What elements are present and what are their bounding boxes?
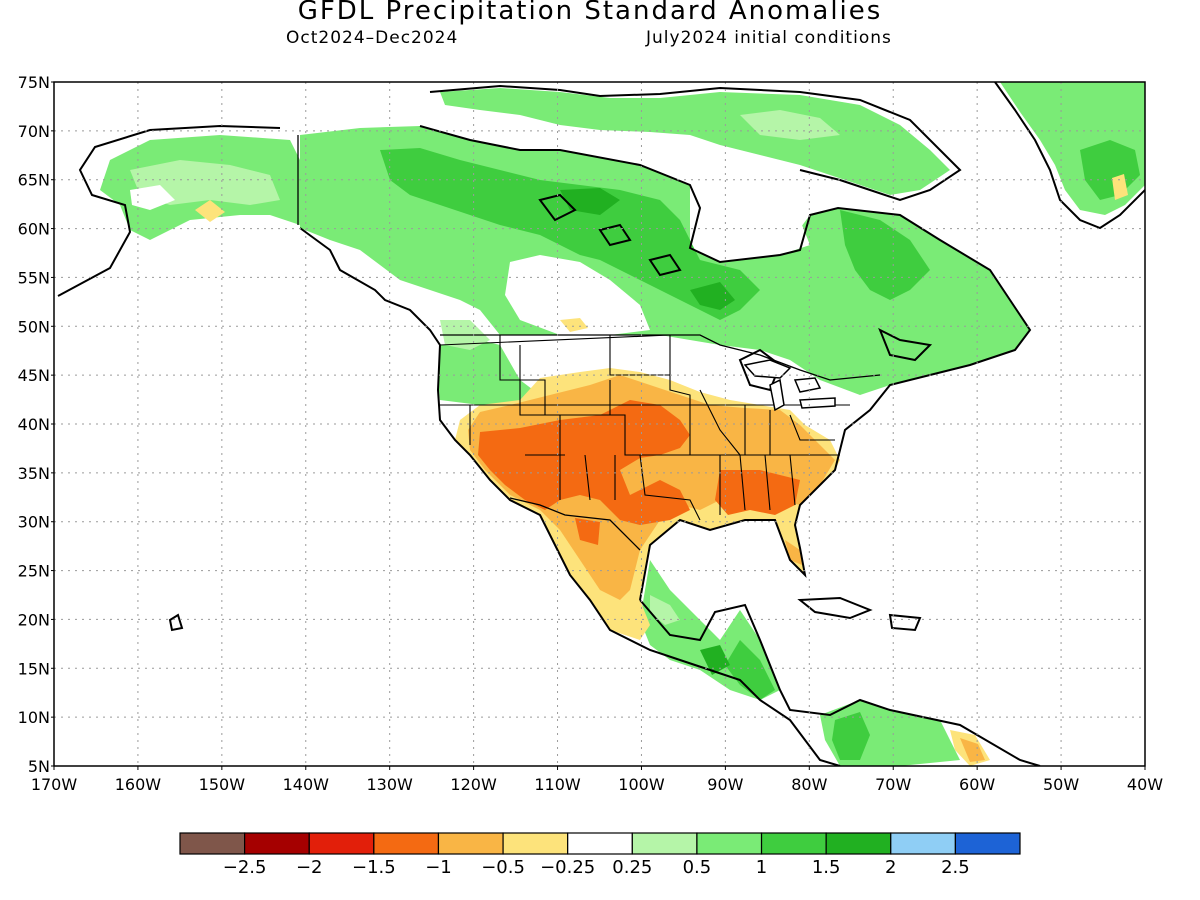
colorbar-swatch bbox=[890, 832, 956, 855]
lat-label: 25N bbox=[18, 562, 50, 581]
lon-label: 140W bbox=[283, 775, 330, 794]
neutral-pockets bbox=[130, 185, 850, 425]
lon-label: 160W bbox=[115, 775, 162, 794]
colorbar-swatch bbox=[308, 832, 375, 855]
lat-label: 20N bbox=[18, 610, 50, 629]
lon-label: 40W bbox=[1127, 775, 1163, 794]
lon-label: 50W bbox=[1043, 775, 1079, 794]
lat-label: 15N bbox=[18, 659, 50, 678]
colorbar-swatch bbox=[567, 832, 633, 855]
colorbar-swatch bbox=[825, 832, 892, 855]
colorbar-label: −2 bbox=[296, 857, 323, 878]
lon-label: 170W bbox=[31, 775, 78, 794]
great-lakes bbox=[743, 359, 836, 412]
lat-label: 5N bbox=[28, 757, 50, 776]
lon-label: 110W bbox=[534, 775, 581, 794]
wet-region-strong bbox=[560, 188, 735, 675]
lon-label: 100W bbox=[618, 775, 665, 794]
lon-label: 120W bbox=[450, 775, 497, 794]
lat-label: 50N bbox=[18, 317, 50, 336]
colorbar-swatch bbox=[954, 832, 1021, 855]
map-title: GFDL Precipitation Standard Anomalies bbox=[297, 0, 883, 26]
colorbar-label: −0.25 bbox=[540, 857, 595, 878]
forecast-period: Oct2024–Dec2024 bbox=[286, 28, 459, 48]
colorbar-label: 0.5 bbox=[683, 857, 712, 878]
lat-label: 70N bbox=[18, 122, 50, 141]
latitude-labels: 75N 70N 65N 60N 55N 50N 45N 40N 35N 30N 25N 20N 15N 1… bbox=[18, 73, 54, 776]
lon-label: 60W bbox=[959, 775, 995, 794]
dry-region-strong bbox=[478, 400, 800, 545]
colorbar-label: 1.5 bbox=[812, 857, 841, 878]
national-borders bbox=[297, 135, 881, 551]
colorbar-label: 0.25 bbox=[612, 857, 652, 878]
colorbar-swatch bbox=[696, 832, 763, 855]
colorbar-label: −1 bbox=[425, 857, 452, 878]
lon-label: 80W bbox=[791, 775, 827, 794]
longitude-labels: 170W 160W 150W 140W 130W 120W 110W 100W 90W 80W 70… bbox=[31, 766, 1163, 794]
lat-label: 65N bbox=[18, 171, 50, 190]
colorbar-label: 1 bbox=[756, 857, 767, 878]
lat-label: 55N bbox=[18, 268, 50, 287]
lat-label: 75N bbox=[18, 73, 50, 92]
lat-label: 10N bbox=[18, 708, 50, 727]
graticule bbox=[54, 82, 1145, 766]
lat-label: 45N bbox=[18, 366, 50, 385]
lat-label: 40N bbox=[18, 415, 50, 434]
colorbar bbox=[179, 832, 1021, 855]
state-borders bbox=[439, 334, 850, 521]
colorbar-swatch bbox=[437, 832, 504, 855]
lon-label: 150W bbox=[199, 775, 246, 794]
colorbar-label: 2 bbox=[885, 857, 896, 878]
initial-conditions: July2024 initial conditions bbox=[646, 28, 892, 48]
lat-label: 35N bbox=[18, 464, 50, 483]
colorbar-label: −1.5 bbox=[352, 857, 396, 878]
colorbar-label: 2.5 bbox=[941, 857, 970, 878]
lon-label: 130W bbox=[367, 775, 414, 794]
colorbar-swatch bbox=[502, 832, 569, 855]
colorbar-labels: −2.5 −2 −1.5 −1 −0.5 −0.25 0.25 0.5 1 1.5 2 2.5 bbox=[223, 857, 970, 878]
lat-label: 30N bbox=[18, 513, 50, 532]
lon-label: 90W bbox=[707, 775, 743, 794]
lat-label: 60N bbox=[18, 220, 50, 239]
colorbar-swatch bbox=[631, 832, 698, 855]
colorbar-swatch bbox=[244, 832, 310, 855]
colorbar-label: −2.5 bbox=[223, 857, 267, 878]
colorbar-swatch bbox=[373, 832, 440, 855]
colorbar-swatch bbox=[179, 832, 246, 855]
colorbar-swatch bbox=[760, 832, 827, 855]
colorbar-label: −0.5 bbox=[481, 857, 525, 878]
coastlines bbox=[57, 82, 1145, 766]
lon-label: 70W bbox=[875, 775, 911, 794]
